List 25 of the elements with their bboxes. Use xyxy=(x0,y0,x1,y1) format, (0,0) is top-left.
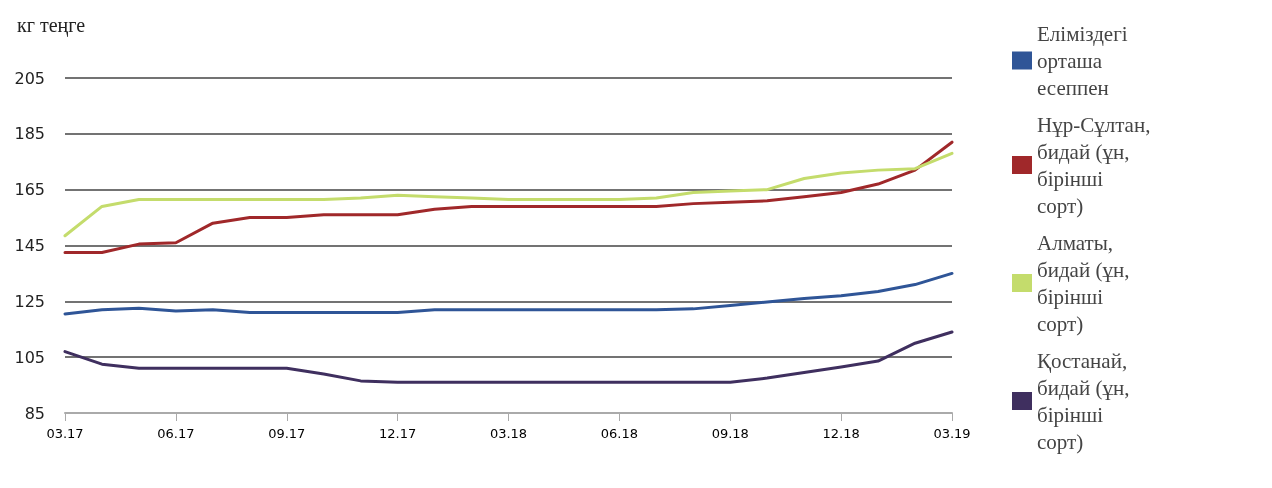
y-tick-label: 105 xyxy=(14,347,45,367)
line-series xyxy=(63,330,954,384)
x-tick-label: 09.17 xyxy=(268,426,306,441)
legend-label: Қостанай, бидай (ұн, бірінші сорт) xyxy=(1037,348,1135,454)
y-tick-label: 205 xyxy=(14,68,45,88)
x-tick-label: 09.18 xyxy=(711,426,749,441)
line-series xyxy=(63,140,954,254)
y-tick-label: 165 xyxy=(14,180,45,200)
legend-label: Алматы, бидай (ұн, бірінші сорт) xyxy=(1037,230,1135,336)
line-series xyxy=(63,151,954,238)
x-tick-label: 12.17 xyxy=(379,426,417,441)
x-tick-label: 03.19 xyxy=(933,426,971,441)
y-tick-label: 185 xyxy=(14,124,45,144)
line-series xyxy=(63,271,954,316)
y-axis-title: кг теңге xyxy=(17,14,86,37)
x-tick-label: 03.18 xyxy=(489,426,528,441)
y-tick-label: 125 xyxy=(14,291,45,311)
x-tick-label: 12.18 xyxy=(822,426,860,441)
y-tick-label: 145 xyxy=(14,236,45,255)
y-tick-label: 85 xyxy=(24,403,45,423)
legend-label: Еліміздегі орташа есеппен xyxy=(1037,21,1133,100)
legend-label: Нұр-Сұлтан, бидай (ұн, бірінші сорт) xyxy=(1037,112,1156,218)
x-tick-label: 03.17 xyxy=(46,426,84,441)
x-tick-label: 06.17 xyxy=(157,426,195,441)
x-tick-label: 06.18 xyxy=(600,426,638,441)
